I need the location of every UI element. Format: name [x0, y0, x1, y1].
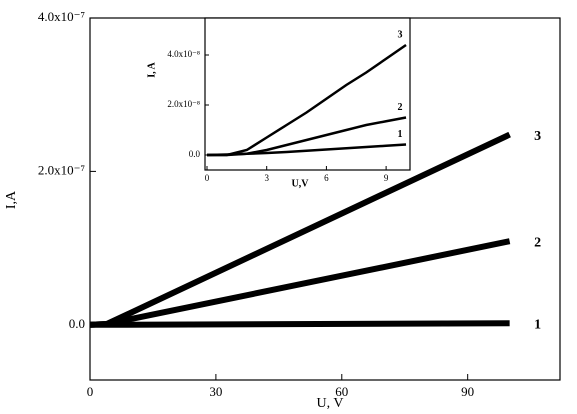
x-tick-label: 9	[384, 173, 389, 183]
y-axis-label: I,A	[4, 190, 19, 209]
y-tick-label: 2.0x10⁻⁸	[167, 99, 200, 109]
y-tick-label: 4.0x10⁻⁷	[38, 9, 85, 24]
y-tick-label: 0.0	[69, 316, 85, 331]
series-line	[206, 143, 407, 157]
x-tick-label: 3	[264, 173, 269, 183]
series-label: 1	[398, 129, 403, 140]
series-label: 3	[534, 129, 541, 144]
series-line	[90, 320, 510, 328]
x-tick-label: 60	[335, 384, 348, 399]
series-label: 2	[398, 102, 403, 113]
x-tick-label: 6	[324, 173, 329, 183]
y-axis-label: I, A	[146, 61, 157, 77]
series-label: 1	[534, 317, 541, 332]
y-tick-label: 2.0x10⁻⁷	[38, 162, 85, 177]
y-tick-label: 0.0	[189, 149, 201, 159]
x-tick-label: 0	[205, 173, 210, 183]
plot-frame	[204, 17, 411, 171]
y-tick-label: 4.0x10⁻⁸	[167, 49, 200, 59]
x-axis-label: U,V	[292, 178, 310, 189]
series-label: 3	[398, 29, 403, 40]
x-axis-label: U, V	[317, 396, 344, 411]
x-tick-label: 90	[461, 384, 474, 399]
series-label: 2	[534, 235, 541, 250]
series-line	[206, 43, 407, 157]
x-tick-label: 0	[87, 384, 94, 399]
x-tick-label: 30	[209, 384, 222, 399]
